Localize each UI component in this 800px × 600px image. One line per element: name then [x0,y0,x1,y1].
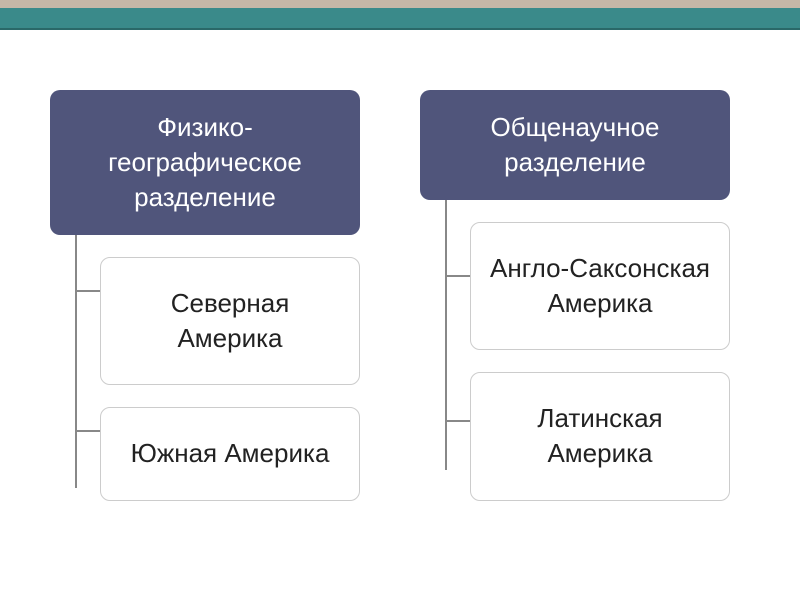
tree-child: Англо-Саксонская Америка [470,222,730,350]
tree-column-right: Общенаучное разделение Англо-Саксонская … [420,90,730,501]
connector-horizontal [75,430,101,432]
tree-child: Латинская Америка [470,372,730,500]
teal-bar [0,8,800,30]
tree-header: Общенаучное разделение [420,90,730,200]
connector-vertical [75,208,77,488]
connector-horizontal [445,420,471,422]
connector-horizontal [75,290,101,292]
diagram-content: Физико-географическое разделение Северна… [0,30,800,60]
connector-horizontal [445,275,471,277]
connector-vertical [445,180,447,470]
tree-column-left: Физико-географическое разделение Северна… [50,90,360,501]
tree-child: Южная Америка [100,407,360,500]
top-border-bar [0,0,800,8]
tree-header: Физико-географическое разделение [50,90,360,235]
tree-child: Северная Америка [100,257,360,385]
